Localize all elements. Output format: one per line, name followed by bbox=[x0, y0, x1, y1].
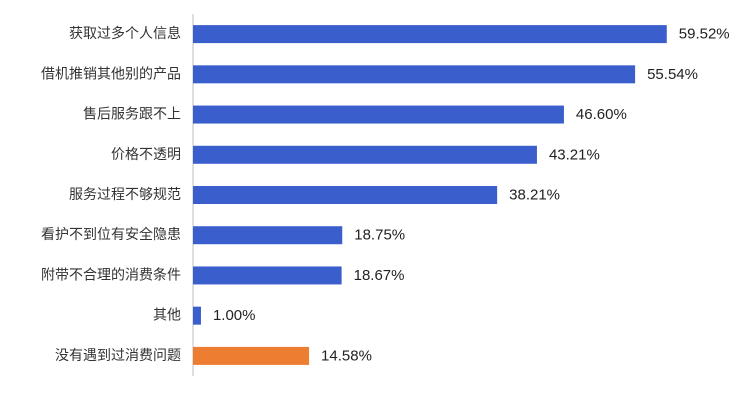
value-label: 59.52% bbox=[679, 26, 730, 43]
category-label: 没有遇到过消费问题 bbox=[55, 348, 181, 364]
category-label: 其他 bbox=[153, 308, 181, 324]
bar bbox=[193, 266, 342, 285]
bar bbox=[193, 145, 537, 164]
value-label: 46.60% bbox=[576, 106, 627, 123]
value-label: 38.21% bbox=[509, 187, 560, 204]
category-label: 看护不到位有安全隐患 bbox=[41, 226, 181, 243]
bar bbox=[193, 226, 343, 245]
category-label: 借机推销其他别的产品 bbox=[41, 66, 181, 82]
bar bbox=[193, 65, 636, 84]
value-label: 43.21% bbox=[549, 146, 600, 163]
bar bbox=[193, 186, 498, 204]
category-label: 售后服务跟不上 bbox=[83, 107, 181, 123]
bar bbox=[193, 306, 201, 325]
bar bbox=[193, 105, 564, 124]
category-label: 附带不合理的消费条件 bbox=[41, 266, 181, 283]
category-label: 获取过多个人信息 bbox=[69, 25, 181, 42]
value-label: 1.00% bbox=[213, 307, 256, 324]
value-label: 18.67% bbox=[354, 267, 405, 284]
value-label: 55.54% bbox=[647, 66, 698, 83]
category-label: 服务过程不够规范 bbox=[69, 186, 181, 203]
value-label: 18.75% bbox=[354, 227, 405, 244]
bar bbox=[193, 25, 667, 44]
category-label: 价格不透明 bbox=[111, 147, 181, 163]
value-label: 14.58% bbox=[321, 347, 372, 364]
bar bbox=[193, 346, 310, 365]
